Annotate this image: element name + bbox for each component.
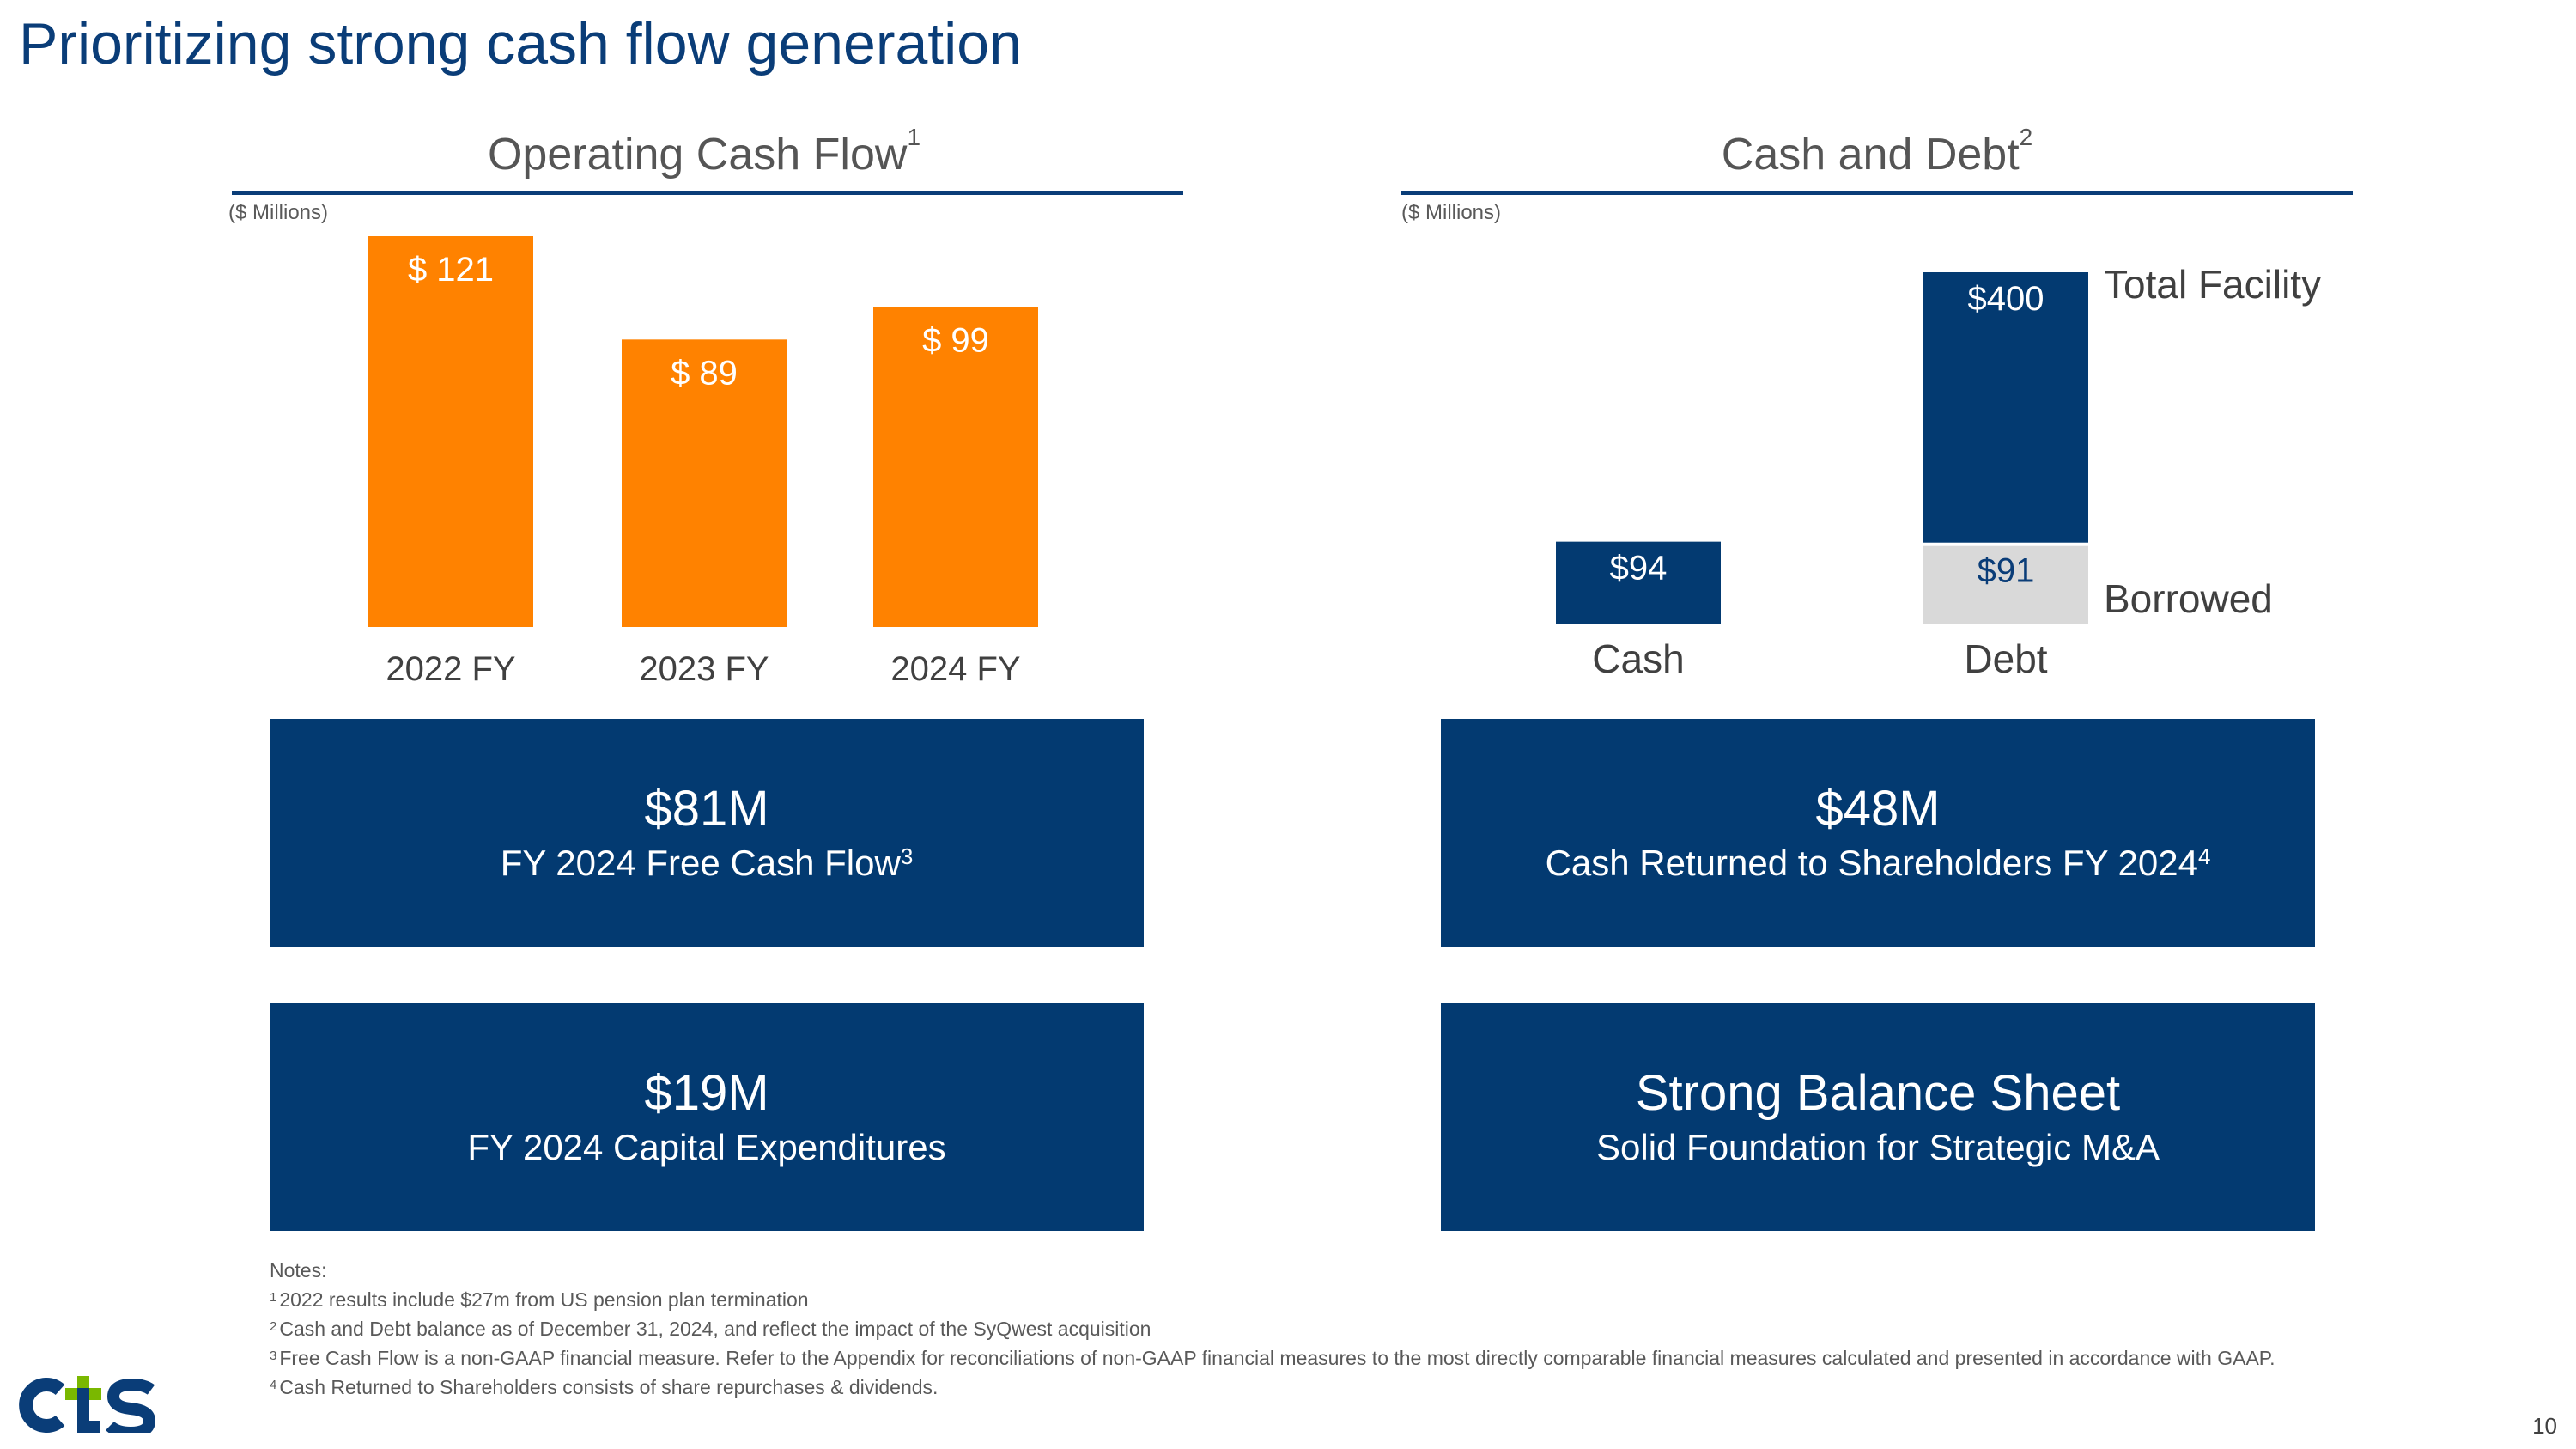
ocf-unit-label: ($ Millions) bbox=[228, 201, 329, 224]
capex-box: $19M FY 2024 Capital Expenditures bbox=[270, 1003, 1144, 1231]
ocf-category-label: 2022 FY bbox=[386, 650, 515, 688]
cash-debt-bar-segment bbox=[1556, 541, 1721, 624]
balance-sheet-label: Solid Foundation for Strategic M&A bbox=[1595, 1126, 2160, 1167]
cash-debt-bar-segment bbox=[1923, 272, 2088, 545]
note-text: Cash Returned to Shareholders consists o… bbox=[279, 1376, 939, 1398]
balance-sheet-box: Strong Balance Sheet Solid Foundation fo… bbox=[1441, 1003, 2315, 1231]
capex-label: FY 2024 Capital Expenditures bbox=[467, 1126, 946, 1167]
free-cash-flow-label: FY 2024 Free Cash Flow bbox=[500, 842, 901, 883]
ocf-bar bbox=[622, 339, 787, 627]
operating-cash-flow-chart: $ 121 2022 FY $ 89 2023 FY $ 99 2024 FY bbox=[368, 236, 1038, 688]
total-facility-annotation: Total Facility bbox=[2104, 262, 2321, 307]
cash-debt-unit-label: ($ Millions) bbox=[1401, 201, 1502, 224]
cash-debt-category-label: Cash bbox=[1592, 636, 1684, 681]
ocf-bar bbox=[873, 307, 1038, 627]
cts-logo bbox=[19, 1376, 156, 1433]
cash-returned-label-row: Cash Returned to Shareholders FY 20244 bbox=[1546, 839, 2211, 887]
free-cash-flow-footnote-ref: 3 bbox=[900, 843, 914, 869]
note-item: 4 Cash Returned to Shareholders consists … bbox=[270, 1373, 2275, 1402]
note-item: 2 Cash and Debt balance as of December 31… bbox=[270, 1314, 2275, 1343]
cash-debt-bar-segment bbox=[1923, 544, 2088, 624]
free-cash-flow-label-row: FY 2024 Free Cash Flow3 bbox=[501, 839, 914, 887]
note-text: Cash and Debt balance as of December 31,… bbox=[279, 1318, 1151, 1340]
note-ref: 3 bbox=[270, 1349, 277, 1363]
ocf-chart-title-text: Operating Cash Flow bbox=[487, 130, 908, 180]
notes-heading: Notes: bbox=[270, 1259, 327, 1282]
borrowed-annotation: Borrowed bbox=[2104, 576, 2273, 621]
page-title: Prioritizing strong cash flow generation bbox=[19, 11, 1022, 76]
note-item: 1 2022 results include $27m from US pensi… bbox=[270, 1285, 2275, 1314]
cash-returned-footnote-ref: 4 bbox=[2197, 843, 2211, 869]
note-text: Free Cash Flow is a non-GAAP financial m… bbox=[279, 1347, 2275, 1369]
ocf-category-label: 2023 FY bbox=[639, 650, 769, 688]
cash-debt-footnote-ref: 2 bbox=[2019, 124, 2033, 150]
ocf-bar bbox=[368, 236, 533, 627]
notes-section: Notes: 1 2022 results include $27m from U… bbox=[270, 1256, 2275, 1402]
ocf-bar-label: $ 99 bbox=[922, 322, 989, 360]
note-ref: 1 bbox=[270, 1290, 277, 1305]
cash-returned-label: Cash Returned to Shareholders FY 2024 bbox=[1545, 842, 2198, 883]
balance-sheet-value: Strong Balance Sheet bbox=[1635, 1064, 2121, 1121]
note-text: 2022 results include $27m from US pensio… bbox=[279, 1288, 809, 1311]
cash-debt-chart-title: Cash and Debt2 bbox=[1401, 124, 2353, 180]
cash-debt-category-label: Debt bbox=[1964, 636, 2047, 681]
cash-and-debt-chart: $94 $91 $400 Cash Debt Total Facility Borrowed bbox=[1556, 262, 2321, 681]
cash-debt-bar-label: $94 bbox=[1610, 550, 1668, 588]
free-cash-flow-value: $81M bbox=[644, 780, 769, 837]
note-item: 3 Free Cash Flow is a non-GAAP financial … bbox=[270, 1343, 2275, 1373]
cash-debt-segment-divider bbox=[1923, 542, 2088, 546]
ocf-bar-label: $ 89 bbox=[671, 354, 738, 392]
note-ref: 4 bbox=[270, 1378, 277, 1392]
ocf-footnote-ref: 1 bbox=[907, 124, 921, 150]
cash-returned-box: $48M Cash Returned to Shareholders FY 20… bbox=[1441, 719, 2315, 947]
cash-returned-value: $48M bbox=[1815, 780, 1941, 837]
cash-debt-chart-title-text: Cash and Debt bbox=[1721, 130, 2020, 180]
cash-debt-bar-label: $400 bbox=[1968, 280, 2044, 318]
note-ref: 2 bbox=[270, 1319, 277, 1334]
cash-debt-bar-label: $91 bbox=[1978, 552, 2035, 590]
ocf-bar-label: $ 121 bbox=[408, 251, 494, 289]
ocf-category-label: 2024 FY bbox=[890, 650, 1020, 688]
cash-debt-title-rule bbox=[1401, 191, 2353, 195]
capex-value: $19M bbox=[644, 1064, 769, 1121]
ocf-chart-title: Operating Cash Flow1 bbox=[232, 124, 1176, 180]
ocf-title-rule bbox=[232, 191, 1183, 195]
page-number: 10 bbox=[2532, 1413, 2557, 1439]
free-cash-flow-box: $81M FY 2024 Free Cash Flow3 bbox=[270, 719, 1144, 947]
